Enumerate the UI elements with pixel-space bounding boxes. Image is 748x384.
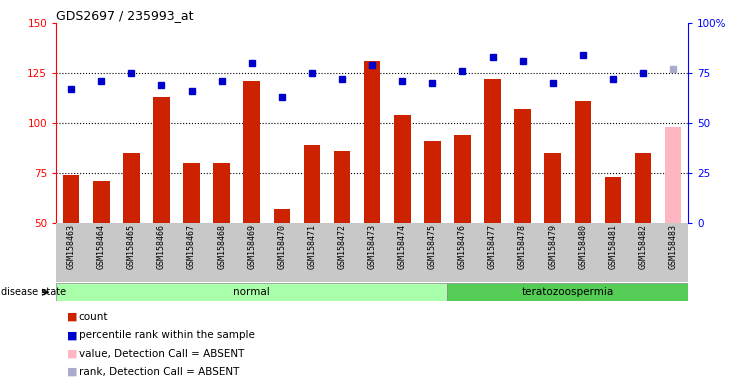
Bar <box>93 181 109 223</box>
Bar <box>665 127 681 223</box>
Bar <box>243 81 260 223</box>
Text: GSM158474: GSM158474 <box>398 224 407 269</box>
Text: GSM158470: GSM158470 <box>278 224 286 269</box>
Text: GSM158481: GSM158481 <box>608 224 617 269</box>
Text: GSM158482: GSM158482 <box>639 224 648 269</box>
Text: ■: ■ <box>67 330 78 340</box>
Bar <box>153 97 170 223</box>
Bar <box>63 175 79 223</box>
Bar <box>213 163 230 223</box>
Bar <box>304 145 320 223</box>
Bar <box>364 61 381 223</box>
Text: GSM158473: GSM158473 <box>367 224 377 269</box>
Text: GSM158469: GSM158469 <box>248 224 257 269</box>
Text: percentile rank within the sample: percentile rank within the sample <box>79 330 254 340</box>
Text: count: count <box>79 312 108 322</box>
Bar <box>123 153 140 223</box>
Bar <box>394 115 411 223</box>
Bar <box>515 109 531 223</box>
Text: GSM158475: GSM158475 <box>428 224 437 269</box>
Bar <box>183 163 200 223</box>
Bar <box>545 153 561 223</box>
Text: value, Detection Call = ABSENT: value, Detection Call = ABSENT <box>79 349 244 359</box>
Bar <box>274 209 290 223</box>
Text: GSM158477: GSM158477 <box>488 224 497 269</box>
Bar <box>574 101 591 223</box>
Bar <box>447 283 688 301</box>
Text: normal: normal <box>233 287 270 297</box>
Text: ■: ■ <box>67 312 78 322</box>
Bar <box>424 141 441 223</box>
Text: ■: ■ <box>67 367 78 377</box>
Text: GSM158467: GSM158467 <box>187 224 196 269</box>
Text: disease state: disease state <box>1 287 66 297</box>
Text: ■: ■ <box>67 349 78 359</box>
Text: GSM158468: GSM158468 <box>217 224 226 269</box>
Text: GSM158464: GSM158464 <box>96 224 105 269</box>
Text: GSM158479: GSM158479 <box>548 224 557 269</box>
Text: rank, Detection Call = ABSENT: rank, Detection Call = ABSENT <box>79 367 239 377</box>
Bar <box>635 153 652 223</box>
Text: GSM158472: GSM158472 <box>337 224 346 269</box>
Text: GSM158465: GSM158465 <box>127 224 136 269</box>
Text: GSM158480: GSM158480 <box>578 224 587 269</box>
Bar <box>484 79 501 223</box>
Text: GSM158466: GSM158466 <box>157 224 166 269</box>
Bar <box>604 177 621 223</box>
Bar <box>56 283 447 301</box>
Text: teratozoospermia: teratozoospermia <box>521 287 614 297</box>
Bar <box>334 151 350 223</box>
Bar <box>454 135 470 223</box>
Text: GSM158471: GSM158471 <box>307 224 316 269</box>
Text: GSM158476: GSM158476 <box>458 224 467 269</box>
Text: GSM158478: GSM158478 <box>518 224 527 269</box>
Text: GSM158483: GSM158483 <box>669 224 678 269</box>
Text: GSM158463: GSM158463 <box>67 224 76 269</box>
Text: GDS2697 / 235993_at: GDS2697 / 235993_at <box>56 9 194 22</box>
